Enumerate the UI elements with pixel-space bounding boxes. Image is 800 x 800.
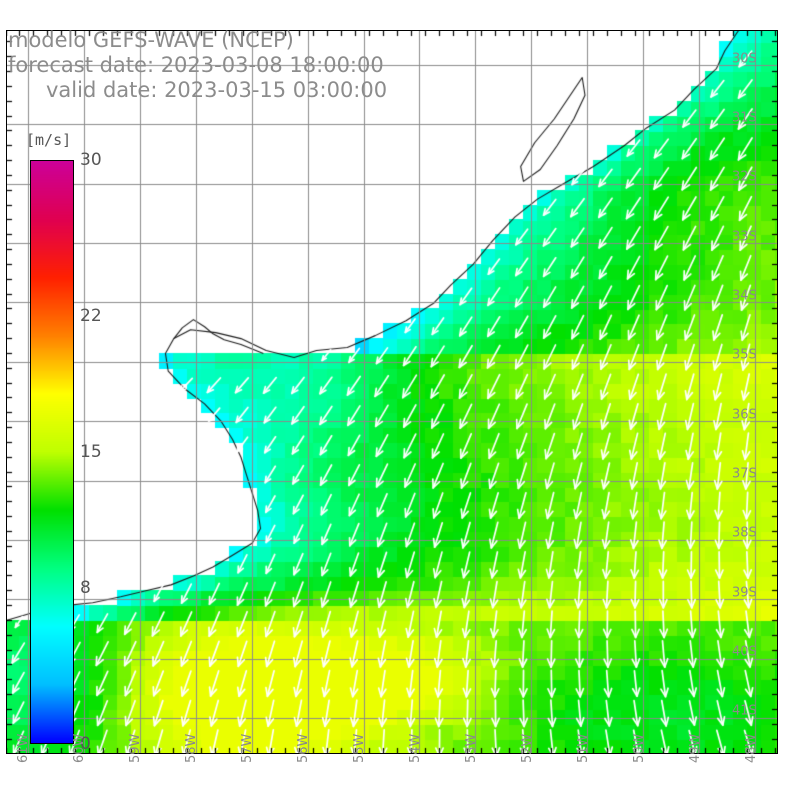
lon-label-59W: 59W	[128, 733, 144, 763]
lon-label-57W: 57W	[240, 733, 256, 763]
lat-label-39S: 39S	[732, 585, 757, 601]
lat-label-33S: 33S	[732, 229, 757, 245]
colorbar-tick-3: 8	[80, 578, 91, 599]
colorbar-tick-0: 30	[80, 150, 102, 170]
lat-label-41S: 41S	[732, 703, 757, 719]
lat-label-38S: 38S	[732, 525, 757, 541]
lon-label-61W: 61W	[16, 733, 32, 763]
lat-label-35S: 35S	[732, 347, 757, 363]
lat-label-34S: 34S	[732, 288, 757, 304]
axis-ticks-canvas	[6, 30, 778, 754]
lat-label-37S: 37S	[732, 466, 757, 482]
lon-label-55W: 55W	[352, 733, 368, 763]
lat-label-40S: 40S	[732, 644, 757, 660]
lon-label-54W: 54W	[407, 733, 423, 763]
lon-label-48W: 48W	[743, 733, 759, 763]
colorbar[interactable]	[30, 160, 74, 744]
colorbar-tick-4: 0	[80, 734, 91, 754]
colorbar-tick-2: 15	[80, 442, 102, 462]
lat-label-32S: 32S	[732, 169, 757, 185]
lon-label-49W: 49W	[687, 733, 703, 763]
lon-label-51W: 51W	[575, 733, 591, 763]
lat-label-30S: 30S	[732, 51, 757, 67]
lon-label-60W: 60W	[72, 733, 88, 763]
lon-label-56W: 56W	[296, 733, 312, 763]
lon-label-52W: 52W	[519, 733, 535, 763]
lon-label-50W: 50W	[631, 733, 647, 763]
lat-label-31S: 31S	[732, 110, 757, 126]
lat-label-36S: 36S	[732, 407, 757, 423]
map-plot-area[interactable]	[6, 30, 778, 754]
colorbar-units: [m/s]	[26, 131, 72, 149]
colorbar-tick-1: 22	[80, 305, 102, 326]
lon-label-58W: 58W	[184, 733, 200, 763]
colorbar-gradient	[30, 160, 74, 744]
lon-label-53W: 53W	[463, 733, 479, 763]
